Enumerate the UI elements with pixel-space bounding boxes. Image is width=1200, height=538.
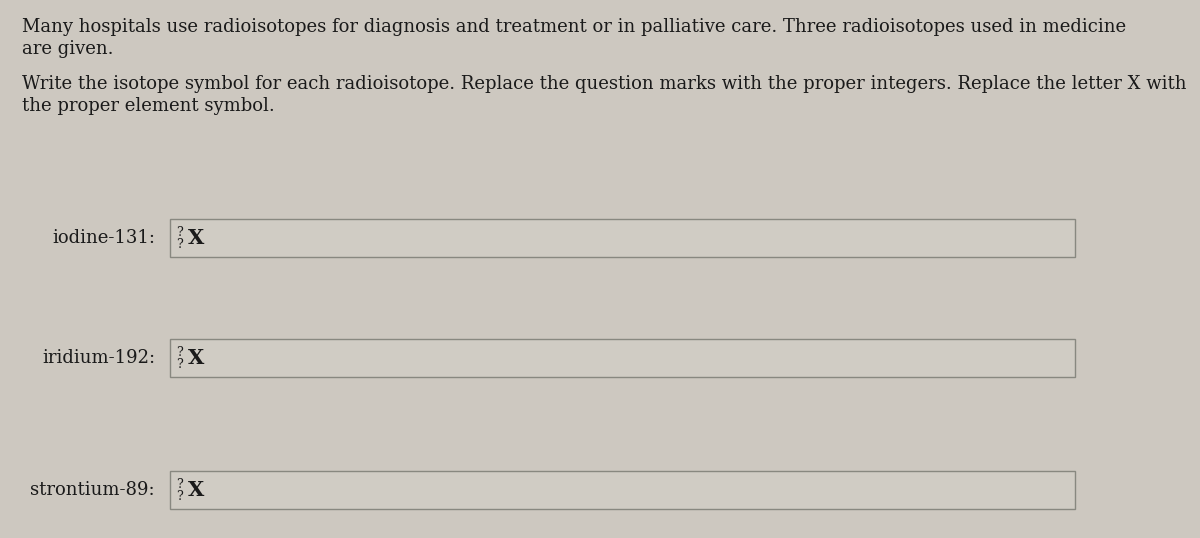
Text: ?: ? bbox=[176, 238, 182, 251]
Text: are given.: are given. bbox=[22, 40, 114, 58]
FancyBboxPatch shape bbox=[170, 219, 1075, 257]
Text: iodine-131:: iodine-131: bbox=[52, 229, 155, 247]
Text: the proper element symbol.: the proper element symbol. bbox=[22, 97, 275, 115]
FancyBboxPatch shape bbox=[170, 471, 1075, 509]
Text: X: X bbox=[188, 348, 204, 368]
Text: ?: ? bbox=[176, 491, 182, 504]
Text: ?: ? bbox=[176, 345, 182, 358]
Text: X: X bbox=[188, 480, 204, 500]
Text: ?: ? bbox=[176, 225, 182, 238]
Text: strontium-89:: strontium-89: bbox=[30, 481, 155, 499]
Text: ?: ? bbox=[176, 358, 182, 372]
Text: X: X bbox=[188, 228, 204, 248]
FancyBboxPatch shape bbox=[170, 339, 1075, 377]
Text: Write the isotope symbol for each radioisotope. Replace the question marks with : Write the isotope symbol for each radioi… bbox=[22, 75, 1187, 93]
Text: ?: ? bbox=[176, 478, 182, 491]
Text: Many hospitals use radioisotopes for diagnosis and treatment or in palliative ca: Many hospitals use radioisotopes for dia… bbox=[22, 18, 1126, 36]
Text: iridium-192:: iridium-192: bbox=[42, 349, 155, 367]
